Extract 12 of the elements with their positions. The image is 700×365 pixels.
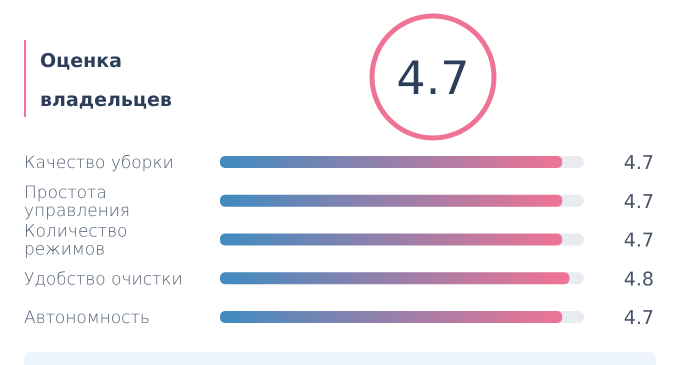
chart-title: Оценка владельцев — [40, 50, 172, 111]
data-label: 4.8 — [624, 268, 654, 290]
y-tick-label: Количество режимов — [24, 222, 128, 260]
data-label: 4.7 — [624, 190, 654, 213]
y-tick-label: Качество уборки — [24, 153, 174, 173]
y-tick-label: Автономность — [24, 308, 150, 328]
y-tick-label: Удобство очистки — [24, 269, 183, 290]
text: 4.7 — [396, 51, 470, 105]
data-label: 4.7 — [624, 230, 654, 252]
data-label: 4.7 — [624, 152, 654, 174]
y-tick-label: Простота управления — [24, 182, 130, 221]
data-label: 4.7 — [624, 307, 654, 329]
